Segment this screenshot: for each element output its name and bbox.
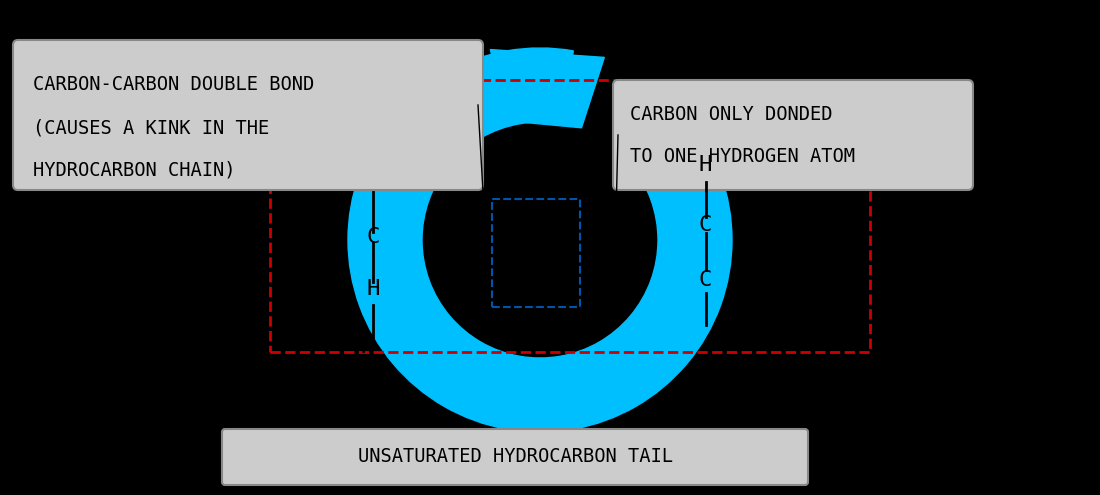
Text: H: H [698,155,712,175]
Text: UNSATURATED HYDROCARBON TAIL: UNSATURATED HYDROCARBON TAIL [358,447,672,466]
Bar [492,199,580,307]
Text: C: C [366,227,379,247]
Text: CARBON ONLY DONDED: CARBON ONLY DONDED [630,105,833,124]
Bar [270,80,870,352]
FancyBboxPatch shape [222,429,808,485]
FancyBboxPatch shape [613,80,974,190]
Text: CARBON-CARBON DOUBLE BOND: CARBON-CARBON DOUBLE BOND [33,75,315,94]
Wedge shape [348,48,732,432]
Text: C: C [698,270,712,290]
Text: TO ONE HYDROGEN ATOM: TO ONE HYDROGEN ATOM [630,147,855,166]
Text: HYDROCARBON CHAIN): HYDROCARBON CHAIN) [33,161,235,180]
FancyBboxPatch shape [13,40,483,190]
Text: (CAUSES A KINK IN THE: (CAUSES A KINK IN THE [33,118,270,137]
Text: C: C [698,215,712,235]
Text: H: H [360,337,373,357]
Text: H: H [366,279,379,299]
Polygon shape [491,50,604,128]
